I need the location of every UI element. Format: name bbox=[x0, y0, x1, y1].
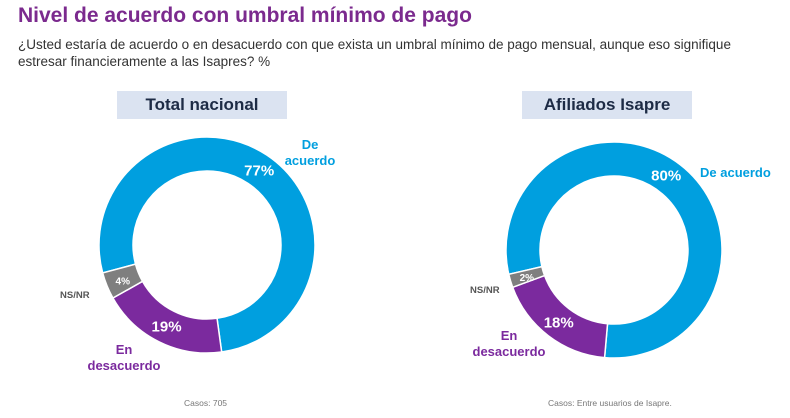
chart-title-afiliados: Afiliados Isapre bbox=[522, 91, 692, 119]
data-label: 80% bbox=[651, 167, 681, 184]
data-label: 2% bbox=[520, 273, 535, 284]
legend-desacuerdo-total: En desacuerdo bbox=[84, 342, 164, 374]
data-label: 4% bbox=[116, 276, 131, 287]
page-title: Nivel de acuerdo con umbral mínimo de pa… bbox=[18, 4, 472, 27]
legend-desacuerdo-afiliados: En desacuerdo bbox=[466, 328, 552, 360]
cases-value: 705 bbox=[212, 398, 228, 408]
label-line: En bbox=[500, 328, 518, 343]
cases-label: Casos: bbox=[548, 398, 575, 408]
data-label: 18% bbox=[544, 314, 574, 331]
legend-acuerdo-afiliados: De acuerdo bbox=[700, 165, 771, 180]
cases-total: Casos: 705 bbox=[184, 398, 227, 408]
data-label: 77% bbox=[244, 162, 274, 179]
data-label: 19% bbox=[152, 319, 182, 336]
label-line: En bbox=[115, 342, 133, 357]
chart-title-total: Total nacional bbox=[117, 91, 287, 119]
donut-slice-ns-nr bbox=[101, 263, 144, 300]
cases-afiliados: Casos: Entre usuarios de Isapre. bbox=[548, 398, 672, 408]
cases-label: Casos: bbox=[184, 398, 211, 408]
donut-slice-ns-nr bbox=[507, 265, 546, 289]
donut-slice-de-acuerdo bbox=[98, 136, 316, 353]
legend-nsnr-total: NS/NR bbox=[60, 290, 90, 301]
legend-acuerdo-total: De acuerdo bbox=[280, 137, 340, 169]
cases-value: Entre usuarios de Isapre. bbox=[576, 398, 672, 408]
label-line: desacuerdo bbox=[87, 358, 161, 373]
label-line: De bbox=[301, 137, 319, 152]
donut-slice-de-acuerdo bbox=[505, 141, 723, 359]
label-line: acuerdo bbox=[284, 153, 336, 168]
question-text: ¿Usted estaría de acuerdo o en desacuerd… bbox=[18, 37, 731, 69]
label-line: desacuerdo bbox=[472, 344, 546, 359]
legend-nsnr-afiliados: NS/NR bbox=[470, 285, 500, 296]
